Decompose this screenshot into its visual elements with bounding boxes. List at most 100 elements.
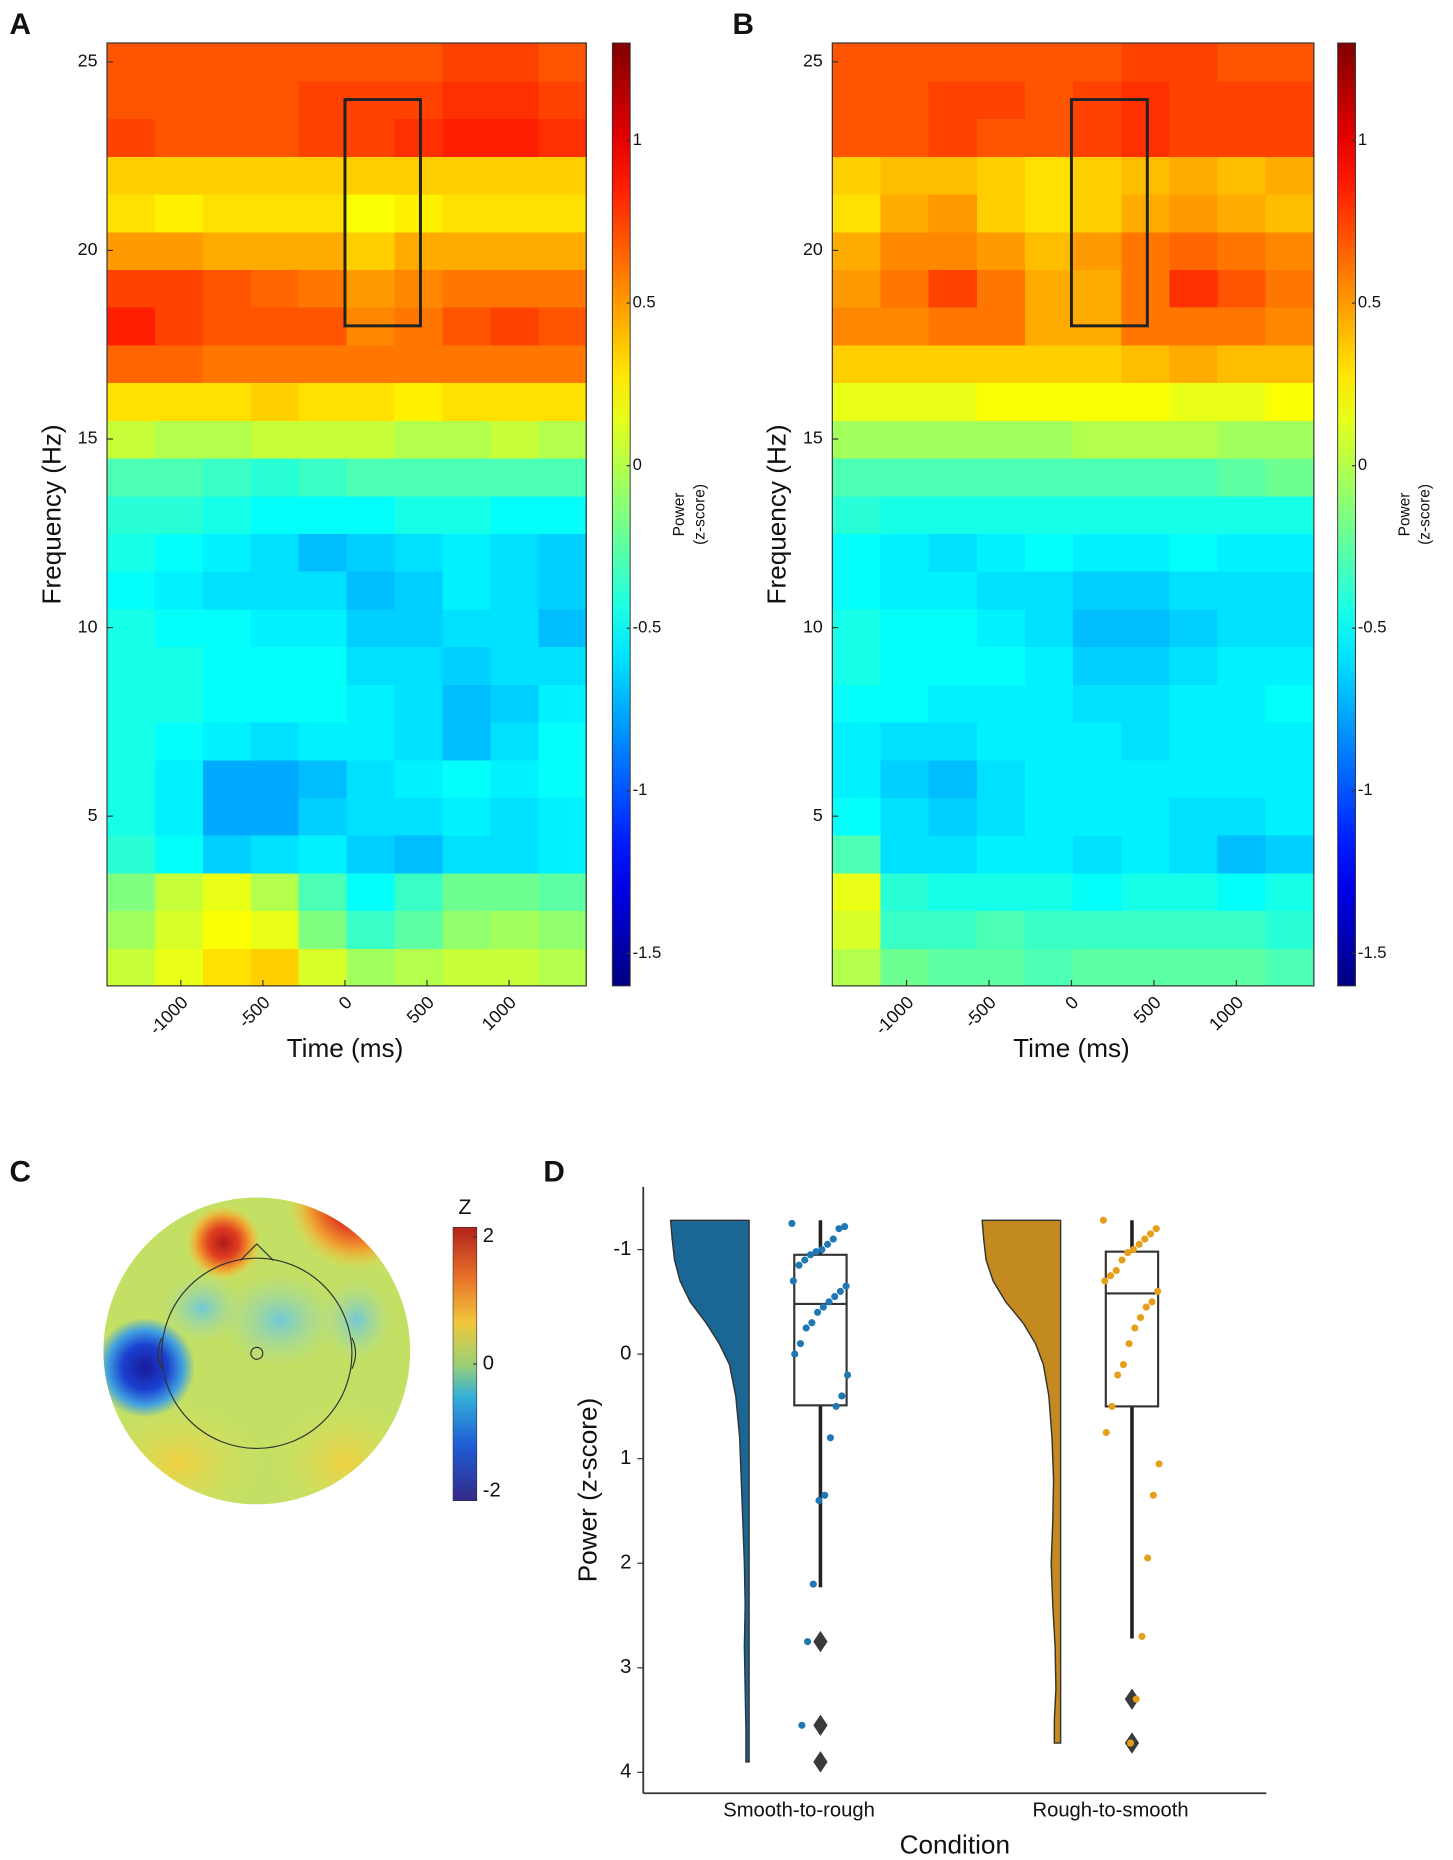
heatmap-cell: [202, 42, 252, 82]
data-point: [1142, 1303, 1150, 1311]
heatmap-cell: [1265, 42, 1315, 82]
heatmap-cell: [250, 759, 300, 799]
heatmap-cell: [394, 344, 444, 384]
heatmap-cell: [298, 156, 348, 195]
heatmap-cell: [202, 231, 252, 270]
heatmap-cell: [394, 118, 444, 157]
heatmap-cell: [880, 306, 930, 346]
heatmap-cell: [1169, 872, 1219, 912]
heatmap-cell: [880, 571, 930, 610]
heatmap-cell: [1265, 759, 1315, 799]
heatmap-cell: [346, 420, 396, 459]
data-point: [843, 1371, 852, 1379]
colorbar-tick-label: 0.5: [633, 292, 656, 311]
heatmap-cell: [298, 571, 348, 610]
heatmap-cell: [490, 269, 539, 308]
heatmap-cell: [880, 495, 930, 535]
plot-frame: [831, 42, 1315, 987]
heatmap-cell: [394, 948, 444, 987]
heatmap-cell: [976, 646, 1026, 685]
heatmap-cell: [1024, 42, 1074, 82]
y-tick-label: 2: [620, 1552, 631, 1574]
y-tick-label: 15: [78, 428, 98, 448]
heatmap-cell: [1073, 759, 1122, 799]
heatmap-cell: [490, 382, 539, 421]
heatmap-cell: [832, 231, 882, 270]
heatmap-cell: [394, 721, 444, 761]
heatmap-cell: [490, 344, 539, 384]
colorbar-label: Power: [671, 493, 688, 537]
x-tick-label: 1000: [478, 992, 520, 1034]
heatmap-cell: [346, 457, 396, 497]
heatmap-cell: [490, 608, 539, 648]
heatmap-cell: [1265, 269, 1315, 308]
heatmap-cell: [1217, 156, 1267, 195]
x-tick-label: 500: [403, 992, 438, 1027]
electrode: [250, 1346, 264, 1360]
heatmap-cell: [1073, 193, 1122, 233]
heatmap-cell: [1073, 420, 1122, 459]
heatmap-cell: [442, 759, 492, 799]
heatmap-cell: [298, 231, 348, 270]
heatmap-cell: [490, 721, 539, 761]
heatmap-cell: [250, 646, 300, 685]
heatmap-cell: [442, 646, 492, 685]
heatmap-cell: [1121, 872, 1171, 912]
heatmap-cell: [1073, 608, 1122, 648]
y-tick-label: 20: [803, 239, 823, 259]
colorbar-label: Power: [1397, 493, 1414, 537]
heatmap-cell: [1217, 721, 1267, 761]
heatmap-cell: [538, 872, 587, 912]
heatmap-cell: [394, 684, 444, 723]
data-point: [1102, 1428, 1110, 1437]
topomap-region: [287, 1197, 411, 1271]
heatmap-cell: [490, 420, 539, 459]
heatmap-cell: [107, 759, 156, 799]
heatmap-cell: [346, 42, 396, 82]
panel-label: B: [732, 8, 753, 41]
heatmap-cell: [832, 420, 882, 459]
heatmap-cell: [1217, 872, 1267, 912]
heatmap-cell: [1265, 495, 1315, 535]
heatmap-cell: [1121, 910, 1171, 949]
heatmap-cell: [1121, 42, 1171, 82]
heatmap-cell: [394, 571, 444, 610]
heatmap-cell: [1024, 872, 1074, 912]
heatmap-cell: [394, 42, 444, 82]
heatmap-cell: [880, 910, 930, 949]
heatmap-cell: [490, 231, 539, 270]
heatmap-cell: [1024, 797, 1074, 836]
heatmap-cell: [1024, 533, 1074, 572]
heatmap-cell: [538, 721, 587, 761]
heatmap-cell: [346, 344, 396, 384]
heatmap-cell: [832, 835, 882, 874]
heatmap-cell: [298, 721, 348, 761]
heatmap-cell: [1073, 948, 1122, 987]
heatmap-cell: [1024, 231, 1074, 270]
heatmap-cell: [250, 306, 300, 346]
heatmap-cell: [1265, 193, 1315, 233]
data-point: [831, 1293, 839, 1301]
heatmap-cell: [442, 835, 492, 874]
heatmap-cell: [1073, 910, 1122, 949]
heatmap-cell: [1073, 872, 1122, 912]
heatmap-cell: [1024, 721, 1074, 761]
heatmap-cell: [107, 571, 156, 610]
heatmap-cell: [1121, 759, 1171, 799]
heatmap-cell: [1217, 80, 1267, 120]
heatmap-cell: [107, 646, 156, 685]
x-tick-label: -500: [234, 992, 273, 1031]
heatmap-cell: [346, 382, 396, 421]
heatmap-cell: [1024, 269, 1074, 308]
heatmap-cell: [1121, 948, 1171, 987]
heatmap-cell: [250, 571, 300, 610]
heatmap-cell: [442, 495, 492, 535]
heatmap-cell: [154, 533, 204, 572]
heatmap-cell: [490, 684, 539, 723]
heatmap-cell: [976, 721, 1026, 761]
heatmap-cell: [250, 231, 300, 270]
outlier: [813, 1751, 828, 1773]
heatmap-cell: [1217, 495, 1267, 535]
heatmap-cell: [1024, 420, 1074, 459]
heatmap-cell: [1265, 608, 1315, 648]
